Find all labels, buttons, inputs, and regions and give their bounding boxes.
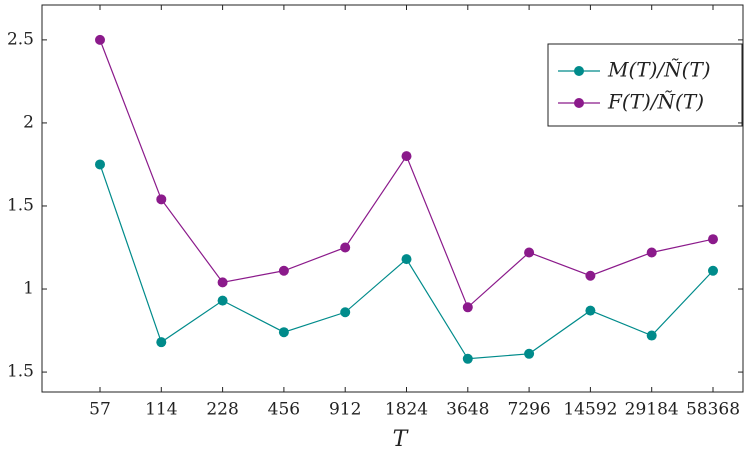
y-tick-label: 2 [23,112,34,132]
legend-box [547,43,743,127]
data-point [156,337,167,348]
data-point [524,247,535,258]
data-point [646,330,657,341]
data-point [217,295,228,306]
y-tick-label: 1.5 [7,195,34,215]
plot-frame [41,4,744,393]
data-point [585,305,596,316]
x-tick-label: 912 [329,400,361,420]
legend-marker [574,98,584,108]
data-point [462,302,473,313]
data-point [462,353,473,364]
y-tick-label: 2.5 [7,29,34,49]
data-point [278,265,289,276]
data-point [585,270,596,281]
legend-label: F(T)/Ñ(T) [607,90,704,114]
data-point [524,348,535,359]
x-tick-label: 58368 [686,400,740,420]
data-point [95,34,105,45]
data-point [401,254,412,265]
data-point [401,151,412,162]
y-tick-label: 1.5 [7,362,34,382]
data-point [278,327,289,338]
x-tick-label: 1824 [385,400,428,420]
legend-marker [574,66,584,76]
data-point [340,307,351,318]
x-tick-label: 57 [89,400,111,420]
data-point [708,265,718,276]
data-point [156,194,167,205]
data-point [217,277,228,288]
y-tick-label: 1 [23,279,34,299]
data-point [646,247,657,258]
x-tick-label: 114 [145,400,177,420]
x-tick-label: 3648 [446,400,489,420]
x-tick-label: 14592 [563,400,617,420]
legend-label: M(T)/Ñ(T) [607,58,711,82]
x-tick-label: 7296 [507,400,550,420]
data-point [708,234,718,245]
data-point [95,159,105,170]
x-tick-label: 228 [206,400,238,420]
x-tick-label: 456 [268,400,300,420]
x-tick-label: 29184 [625,400,679,420]
x-axis-label: T [393,427,410,452]
data-point [340,242,351,253]
